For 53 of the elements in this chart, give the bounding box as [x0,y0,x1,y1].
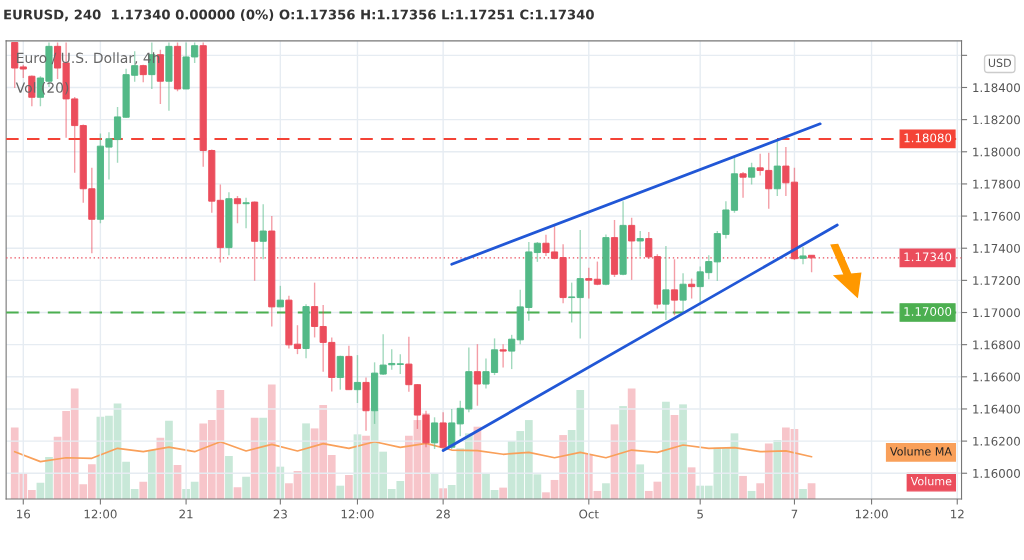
x-tick-label: 12 [951,509,964,519]
x-tick-label: 5 [697,509,703,519]
x-tick-label: Oct [579,509,599,519]
x-tick-label: 7 [791,509,798,519]
bar [302,423,310,499]
bar [619,406,627,499]
bar [739,475,747,499]
bar [773,439,782,499]
bar [165,420,173,499]
y-tick-label: 1.16800 [973,340,1020,350]
y-tick-label: 1.16200 [973,436,1020,446]
y-tick-label: 1.17200 [973,276,1020,286]
bar [242,476,250,499]
y-tick-label: 1.17600 [973,211,1020,221]
y-tick-label: 1.17400 [973,243,1020,253]
y-tick-label: 1.16000 [973,468,1020,478]
bar [499,487,507,499]
text: Volume [910,476,952,486]
bar [636,464,645,499]
ref-line-label: 1.17000 [904,307,952,316]
x-tick-label: 28 [436,509,450,519]
x-tick-label: 12:00 [855,509,888,519]
bar [362,435,370,499]
y-tick-label: 1.17000 [973,308,1020,318]
chart-title: EURUSD, 240 1.17340 0.00000 (0%) O:1.17356 H:1.17356 L:1.17251 C:1.17340 [4,9,594,22]
bar [602,483,610,499]
bar [139,481,148,499]
bar [336,485,345,499]
x-tick-label: 12:00 [341,509,374,519]
y-tick-label: 1.18000 [973,147,1020,157]
bar [662,401,670,499]
bar [627,388,636,499]
y-tick-label: 1.16600 [973,372,1020,382]
ref-line-label: 1.17340 [904,252,952,262]
y-tick-label: 1.17800 [973,179,1020,189]
bar [259,417,268,499]
text: Volume MA [890,446,952,456]
bar [799,489,807,499]
y-tick-label: 1.16400 [973,404,1020,414]
y-tick-label: 1.18200 [973,115,1020,125]
ref-line-label: 1.18080 [904,133,952,143]
candlestick [799,246,807,265]
x-tick-label: 23 [273,509,287,519]
y-tick-label: 1.18400 [973,83,1020,93]
x-tick-label: 16 [17,509,31,519]
bar [225,456,233,499]
bar [267,384,276,499]
bar [147,450,156,499]
y-axis-title: USD [988,58,1011,68]
x-tick-label: 12:00 [84,509,117,519]
bar [679,404,687,499]
x-tick-label: 21 [179,509,193,519]
bar [345,475,353,499]
